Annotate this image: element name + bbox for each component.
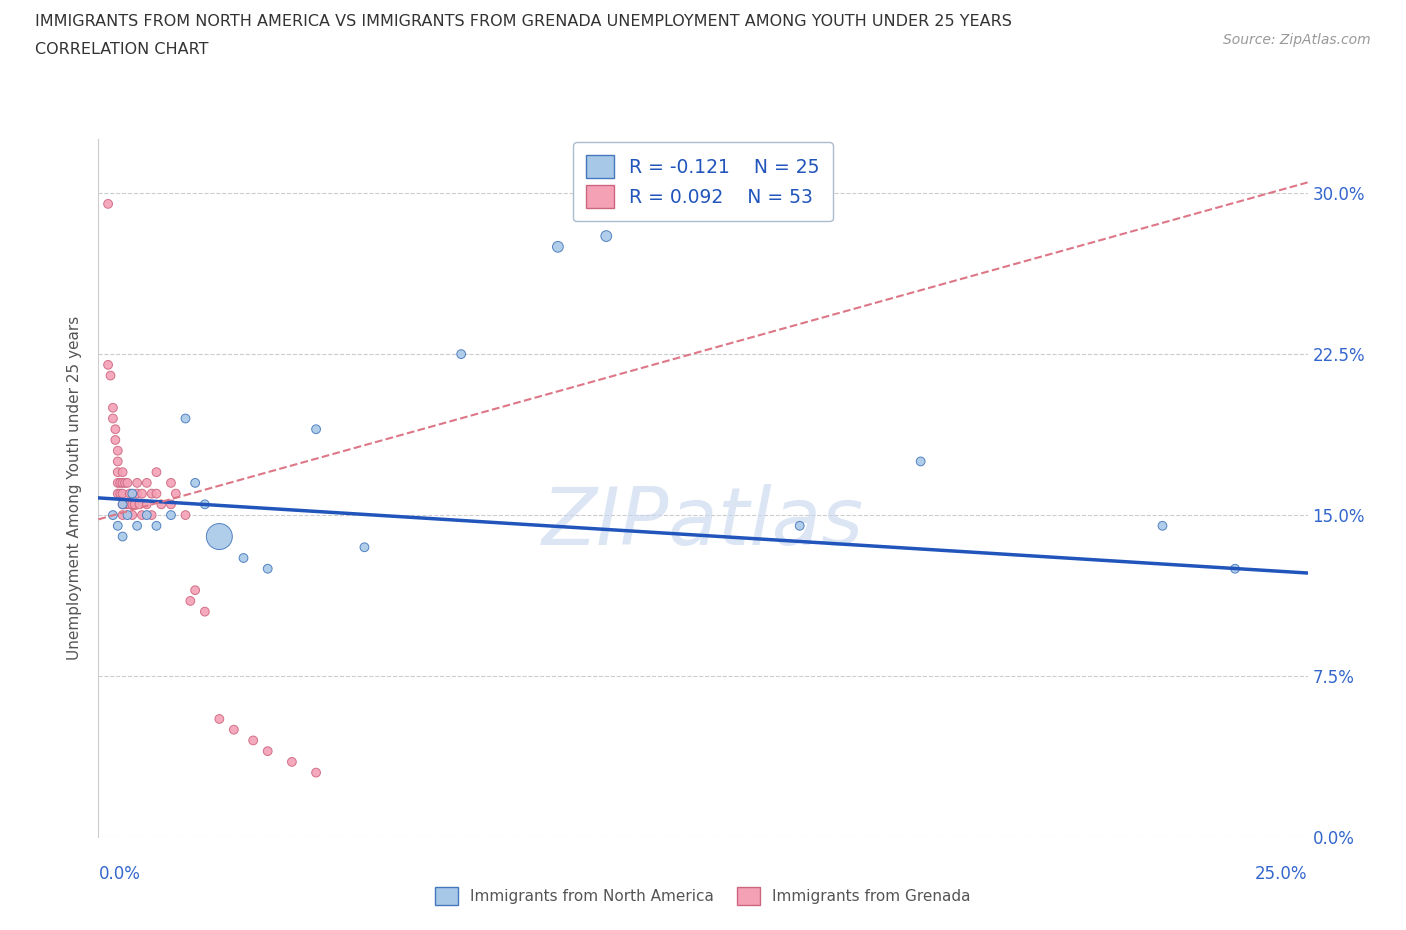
Point <box>118 486 141 501</box>
Legend: Immigrants from North America, Immigrants from Grenada: Immigrants from North America, Immigrant… <box>427 879 979 913</box>
Point <box>242 733 264 748</box>
Text: CORRELATION CHART: CORRELATION CHART <box>35 42 208 57</box>
Point <box>160 475 183 490</box>
Point <box>150 497 173 512</box>
Point <box>160 508 183 523</box>
Point <box>1223 562 1246 577</box>
Point <box>174 508 197 523</box>
Point <box>121 486 143 501</box>
Point <box>281 754 304 769</box>
Point <box>789 518 811 533</box>
Point <box>135 497 157 512</box>
Point <box>107 444 129 458</box>
Point <box>1152 518 1174 533</box>
Text: Source: ZipAtlas.com: Source: ZipAtlas.com <box>1223 33 1371 46</box>
Text: ZIPatlas: ZIPatlas <box>541 485 865 562</box>
Point <box>208 711 231 726</box>
Point <box>547 239 569 254</box>
Point <box>121 497 143 512</box>
Point <box>101 411 124 426</box>
Point <box>111 497 134 512</box>
Point <box>114 497 136 512</box>
Point <box>222 723 245 737</box>
Point <box>127 518 149 533</box>
Point <box>111 529 134 544</box>
Point <box>117 508 139 523</box>
Point <box>179 593 201 608</box>
Point <box>104 422 127 437</box>
Point <box>111 497 134 512</box>
Point <box>135 508 157 523</box>
Point <box>353 539 375 554</box>
Point <box>108 475 131 490</box>
Point <box>101 508 124 523</box>
Point <box>208 529 231 544</box>
Point <box>184 583 207 598</box>
Point <box>97 196 120 211</box>
Point <box>117 475 139 490</box>
Point <box>145 518 167 533</box>
Point <box>184 475 207 490</box>
Point <box>145 486 167 501</box>
Point <box>450 347 472 362</box>
Point <box>117 497 139 512</box>
Point <box>100 368 122 383</box>
Point <box>141 508 163 523</box>
Point <box>174 411 197 426</box>
Point <box>128 497 150 512</box>
Y-axis label: Unemployment Among Youth under 25 years: Unemployment Among Youth under 25 years <box>67 316 83 660</box>
Point <box>107 454 129 469</box>
Point <box>97 357 120 372</box>
Point <box>145 465 167 480</box>
Point <box>111 508 134 523</box>
Point <box>101 400 124 415</box>
Point <box>111 486 134 501</box>
Point <box>135 475 157 490</box>
Point <box>107 475 129 490</box>
Point <box>118 497 141 512</box>
Point <box>127 486 149 501</box>
Text: 25.0%: 25.0% <box>1256 865 1308 883</box>
Point <box>595 229 617 244</box>
Point <box>131 508 153 523</box>
Text: 0.0%: 0.0% <box>98 865 141 883</box>
Point <box>194 497 217 512</box>
Point <box>256 744 278 759</box>
Point <box>107 518 129 533</box>
Point <box>305 422 328 437</box>
Point <box>165 486 187 501</box>
Text: IMMIGRANTS FROM NORTH AMERICA VS IMMIGRANTS FROM GRENADA UNEMPLOYMENT AMONG YOUT: IMMIGRANTS FROM NORTH AMERICA VS IMMIGRA… <box>35 14 1012 29</box>
Point <box>127 475 149 490</box>
Point <box>131 486 153 501</box>
Point <box>121 508 143 523</box>
Point <box>107 486 129 501</box>
Point <box>141 486 163 501</box>
Point <box>910 454 932 469</box>
Point <box>114 475 136 490</box>
Point <box>111 475 134 490</box>
Point <box>194 604 217 619</box>
Point <box>232 551 254 565</box>
Point <box>160 497 183 512</box>
Point <box>111 465 134 480</box>
Point <box>256 562 278 577</box>
Point <box>108 486 131 501</box>
Point <box>124 497 146 512</box>
Point <box>107 465 129 480</box>
Legend: R = -0.121    N = 25, R = 0.092    N = 53: R = -0.121 N = 25, R = 0.092 N = 53 <box>574 142 832 221</box>
Point <box>305 765 328 780</box>
Point <box>104 432 127 447</box>
